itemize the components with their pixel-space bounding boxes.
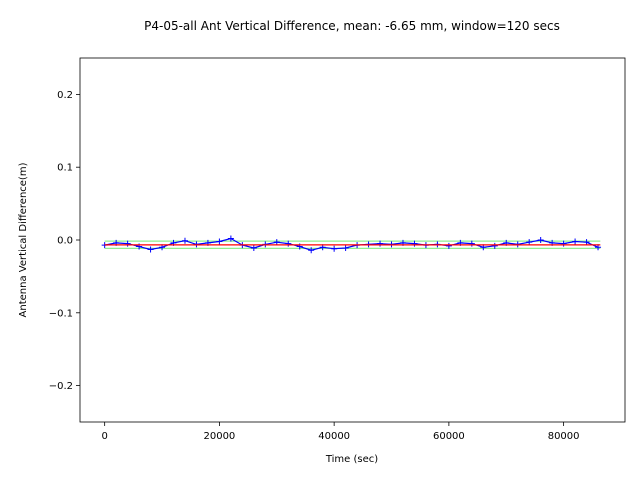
data-point-marker (285, 240, 292, 247)
y-tick-label: 0.1 (57, 163, 73, 174)
x-tick-label: 60000 (433, 431, 465, 442)
x-axis: 0 20000 40000 60000 80000 (101, 422, 580, 442)
y-axis: −0.2 −0.1 0.0 0.1 0.2 (49, 90, 80, 392)
y-tick-label: −0.2 (49, 381, 73, 392)
y-tick-label: 0.2 (57, 90, 73, 101)
data-point-marker (526, 239, 533, 246)
data-point-marker (308, 247, 315, 254)
y-tick-label: 0.0 (57, 236, 73, 247)
data-point-marker (560, 240, 567, 247)
x-tick-label: 40000 (318, 431, 350, 442)
plot-area (101, 235, 602, 254)
data-point-marker (377, 240, 384, 247)
data-point-marker (147, 246, 154, 253)
data-point-marker (342, 245, 349, 252)
x-axis-label: Time (sec) (325, 454, 378, 465)
data-point-marker (572, 238, 579, 245)
data-point-marker (216, 238, 223, 245)
data-point-marker (491, 242, 498, 249)
x-tick-label: 80000 (548, 431, 580, 442)
y-axis-label: Antenna Vertical Difference(m) (18, 162, 29, 317)
y-tick-label: −0.1 (49, 308, 73, 319)
chart-title: P4-05-all Ant Vertical Difference, mean:… (144, 19, 560, 33)
data-point-marker (273, 239, 280, 246)
data-point-marker (537, 237, 544, 243)
x-tick-label: 20000 (203, 431, 235, 442)
data-point-marker (468, 240, 475, 247)
data-point-marker (583, 239, 590, 246)
data-point-marker (331, 245, 338, 252)
data-point-marker (181, 237, 188, 244)
data-point-marker (227, 235, 234, 242)
data-point-marker (411, 240, 418, 247)
data-point-marker (250, 245, 257, 252)
data-point-marker (445, 242, 452, 249)
data-point-marker (124, 240, 131, 247)
x-tick-label: 0 (101, 431, 107, 442)
